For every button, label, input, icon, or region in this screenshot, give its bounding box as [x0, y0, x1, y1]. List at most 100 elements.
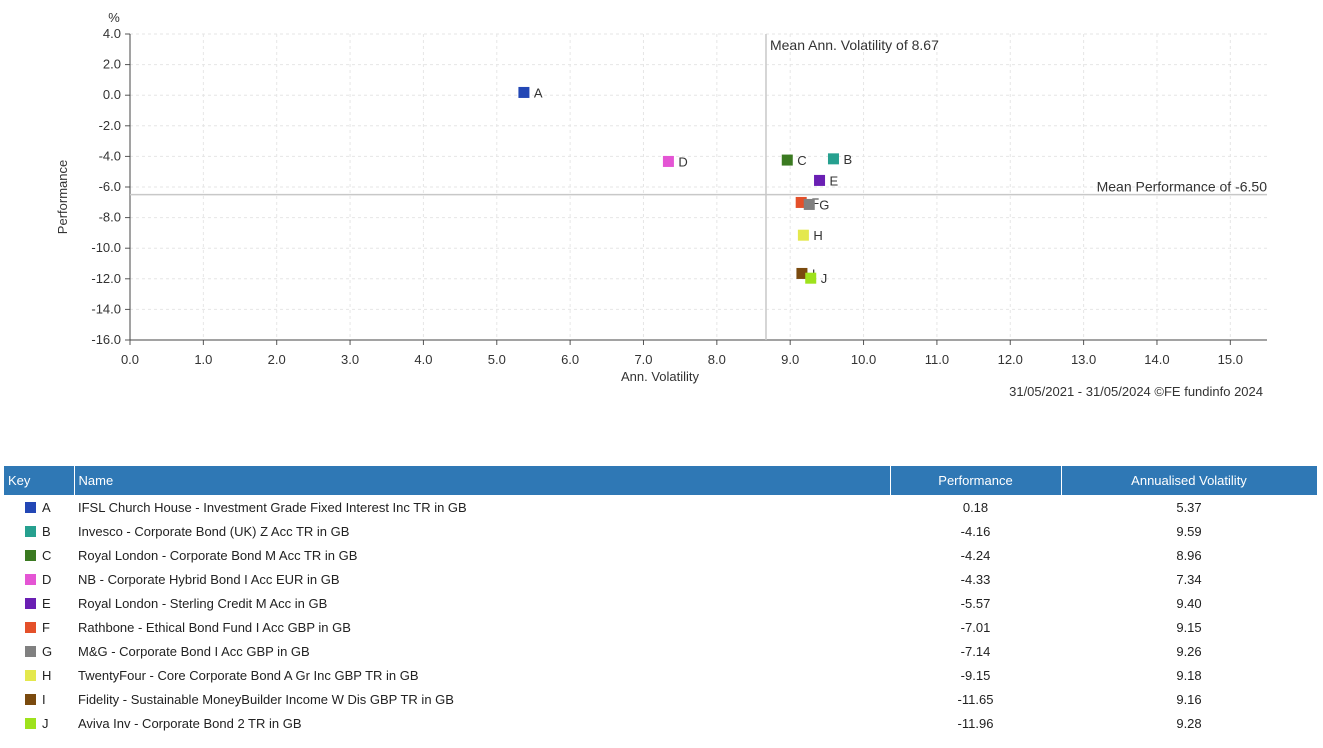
key-letter: C: [42, 547, 52, 563]
y-tick-label: 0.0: [103, 87, 121, 102]
data-point-d[interactable]: [662, 155, 674, 167]
volatility-cell: 5.37: [1176, 499, 1202, 515]
data-point-b[interactable]: [827, 153, 839, 165]
data-point-g[interactable]: [803, 198, 815, 210]
fund-name-cell: M&G - Corporate Bond I Acc GBP in GB: [78, 643, 310, 659]
x-tick-label: 14.0: [1144, 352, 1169, 367]
point-label-h: H: [813, 228, 822, 243]
color-swatch: [25, 525, 36, 537]
fund-name-cell: Rathbone - Ethical Bond Fund I Acc GBP i…: [78, 619, 351, 635]
x-axis-title: Ann. Volatility: [621, 369, 700, 384]
chart-axes: 0.0 1.0 2.0 3.0 4.0 5.0 6.0 7.0 8.0 9.0 10.0 11.0 12…: [91, 26, 1267, 367]
column-header-performance[interactable]: Performance: [890, 466, 1062, 495]
table-row[interactable]: A IFSL Church House - Investment Grade Fi…: [4, 495, 1317, 519]
table-row[interactable]: G M&G - Corporate Bond I Acc GBP in GB -7.…: [4, 639, 1317, 663]
x-tick-label: 1.0: [194, 352, 212, 367]
key-letter: F: [42, 619, 50, 635]
y-tick-label: 2.0: [103, 57, 121, 72]
data-point-f[interactable]: [795, 196, 807, 208]
table-row[interactable]: C Royal London - Corporate Bond M Acc TR …: [4, 543, 1317, 567]
key-letter: H: [42, 667, 52, 683]
x-tick-label: 4.0: [414, 352, 432, 367]
mean-volatility-label: Mean Ann. Volatility of 8.67: [770, 37, 939, 53]
volatility-cell: 8.96: [1176, 547, 1202, 563]
x-tick-label: 12.0: [998, 352, 1023, 367]
table-row[interactable]: J Aviva Inv - Corporate Bond 2 TR in GB -1…: [4, 711, 1317, 735]
y-tick-label: 4.0: [103, 26, 121, 41]
volatility-cell: 7.34: [1176, 571, 1202, 587]
column-header-key[interactable]: Key: [4, 466, 75, 495]
performance-cell: -7.14: [960, 643, 991, 659]
fund-name-cell: Invesco - Corporate Bond (UK) Z Acc TR i…: [78, 523, 350, 539]
fund-name-cell: Royal London - Corporate Bond M Acc TR i…: [78, 547, 358, 563]
color-swatch: [25, 621, 36, 633]
key-letter: G: [42, 643, 53, 659]
x-tick-label: 2.0: [268, 352, 286, 367]
table-row[interactable]: F Rathbone - Ethical Bond Fund I Acc GBP …: [4, 615, 1317, 639]
data-point-a[interactable]: [518, 86, 530, 98]
key-letter: E: [42, 595, 51, 611]
data-point-i[interactable]: [796, 267, 808, 279]
key-cell: G: [4, 639, 74, 663]
y-tick-label: -2.0: [99, 118, 121, 133]
y-tick-label: -4.0: [99, 148, 121, 163]
y-tick-label: -8.0: [99, 210, 121, 225]
color-swatch: [25, 693, 36, 705]
color-swatch: [25, 717, 36, 729]
point-label-j: J: [821, 271, 828, 286]
table-row[interactable]: B Invesco - Corporate Bond (UK) Z Acc TR …: [4, 519, 1317, 543]
x-tick-label: 3.0: [341, 352, 359, 367]
performance-cell: -5.57: [960, 595, 991, 611]
x-tick-label: 0.0: [121, 352, 139, 367]
fund-name-cell: TwentyFour - Core Corporate Bond A Gr In…: [78, 667, 419, 683]
key-table: Key Name Performance Annualised Volatili…: [4, 466, 1318, 735]
key-cell: H: [4, 663, 74, 687]
y-tick-label: -6.0: [99, 179, 121, 194]
point-label-d: D: [678, 154, 687, 169]
key-cell: E: [4, 591, 74, 615]
key-cell: F: [4, 615, 74, 639]
fund-name-cell: Royal London - Sterling Credit M Acc in …: [78, 595, 328, 611]
performance-cell: -4.16: [960, 523, 991, 539]
fund-name-cell: NB - Corporate Hybrid Bond I Acc EUR in …: [78, 571, 340, 587]
performance-cell: 0.18: [962, 499, 989, 515]
key-cell: I: [4, 687, 74, 711]
volatility-cell: 9.28: [1176, 715, 1202, 731]
key-letter: J: [42, 715, 49, 731]
volatility-cell: 9.15: [1176, 619, 1202, 635]
color-swatch: [25, 597, 36, 609]
volatility-cell: 9.59: [1176, 523, 1202, 539]
performance-cell: -7.01: [960, 619, 991, 635]
data-point-h[interactable]: [797, 229, 809, 241]
key-cell: J: [4, 711, 74, 735]
volatility-cell: 9.18: [1176, 667, 1202, 683]
y-tick-label: -14.0: [91, 301, 121, 316]
data-point-c[interactable]: [781, 154, 793, 166]
fund-name-cell: Fidelity - Sustainable MoneyBuilder Inco…: [78, 691, 454, 707]
table-row[interactable]: D NB - Corporate Hybrid Bond I Acc EUR in…: [4, 567, 1317, 591]
table-row[interactable]: E Royal London - Sterling Credit M Acc in…: [4, 591, 1317, 615]
x-tick-label: 8.0: [708, 352, 726, 367]
chart-points: ABCDEFGHIJ: [518, 85, 852, 286]
key-cell: D: [4, 567, 74, 591]
table-row[interactable]: I Fidelity - Sustainable MoneyBuilder Inc…: [4, 687, 1317, 711]
column-header-volatility[interactable]: Annualised Volatility: [1061, 466, 1318, 495]
chart-grid: [129, 33, 1267, 341]
performance-cell: -11.96: [957, 715, 994, 731]
data-point-j[interactable]: [805, 272, 817, 284]
color-swatch: [25, 669, 36, 681]
table-header-row: Key Name Performance Annualised Volatili…: [4, 466, 1318, 495]
volatility-cell: 9.16: [1176, 691, 1202, 707]
table-row[interactable]: H TwentyFour - Core Corporate Bond A Gr I…: [4, 663, 1317, 687]
x-tick-label: 10.0: [851, 352, 876, 367]
scatter-chart: 0.0 1.0 2.0 3.0 4.0 5.0 6.0 7.0 8.0 9.0 10.0 11.0 12…: [55, 10, 1267, 399]
color-swatch: [25, 549, 36, 561]
chart-source-text: 31/05/2021 - 31/05/2024 ©FE fundinfo 202…: [1009, 384, 1263, 399]
y-axis-title: Performance: [55, 160, 70, 234]
column-header-name[interactable]: Name: [74, 466, 891, 495]
key-cell: C: [4, 543, 74, 567]
point-label-f: F: [811, 195, 819, 210]
performance-cell: -4.24: [960, 547, 991, 563]
data-point-e[interactable]: [814, 174, 826, 186]
point-label-b: B: [843, 152, 852, 167]
